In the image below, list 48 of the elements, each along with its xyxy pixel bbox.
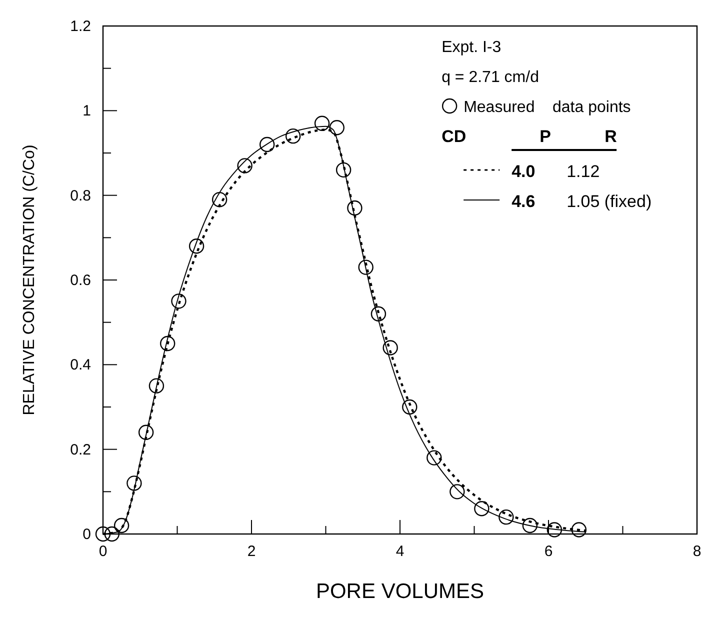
y-tick-label: 0	[82, 526, 91, 543]
y-tick-label: 1.2	[70, 18, 91, 35]
y-tick-label: 0.2	[70, 441, 91, 458]
point	[314, 116, 330, 131]
point	[474, 501, 490, 516]
point	[450, 484, 465, 500]
point	[160, 336, 176, 352]
y-tick-label: 1	[82, 102, 91, 120]
x-tick-label: 6	[544, 543, 553, 560]
annotation: Expt. I-3	[442, 39, 502, 56]
point	[329, 120, 344, 136]
point	[571, 522, 587, 538]
text: 4.0 1.12	[512, 162, 600, 181]
point	[104, 526, 120, 542]
y-tick-label: 0.8	[70, 187, 91, 204]
x-tick-label: 2	[247, 543, 256, 560]
point	[522, 518, 538, 534]
y-axis-title: RELATIVE CONCENTRATION (C/Co)	[21, 144, 38, 416]
point	[498, 509, 514, 525]
text: 4.6 1.05 (fixed)	[512, 192, 652, 211]
x-tick-label: 4	[396, 543, 404, 560]
point	[358, 260, 374, 275]
point	[114, 518, 130, 534]
point	[212, 192, 228, 208]
point	[347, 200, 362, 216]
y-tick-label: 0.6	[70, 272, 91, 289]
text: CD P R	[442, 127, 617, 146]
point	[259, 136, 275, 152]
x-tick-label: 0	[98, 543, 108, 560]
point	[285, 128, 301, 144]
point	[546, 522, 562, 538]
point	[382, 340, 398, 356]
legend-label: Measured data points	[464, 99, 631, 116]
point	[138, 424, 154, 440]
point	[95, 526, 111, 542]
point	[126, 476, 142, 491]
x-tick-label: 8	[692, 543, 702, 560]
point	[188, 238, 204, 254]
point	[171, 294, 186, 309]
point	[426, 450, 442, 466]
x-axis-title: PORE VOLUMES	[316, 580, 484, 603]
point	[370, 306, 386, 322]
y-tick-label: 0.4	[70, 356, 91, 374]
point	[336, 162, 352, 178]
point	[402, 399, 418, 415]
point	[148, 378, 164, 394]
annotation: q = 2.71 cm/d	[442, 69, 539, 86]
point	[237, 158, 252, 174]
